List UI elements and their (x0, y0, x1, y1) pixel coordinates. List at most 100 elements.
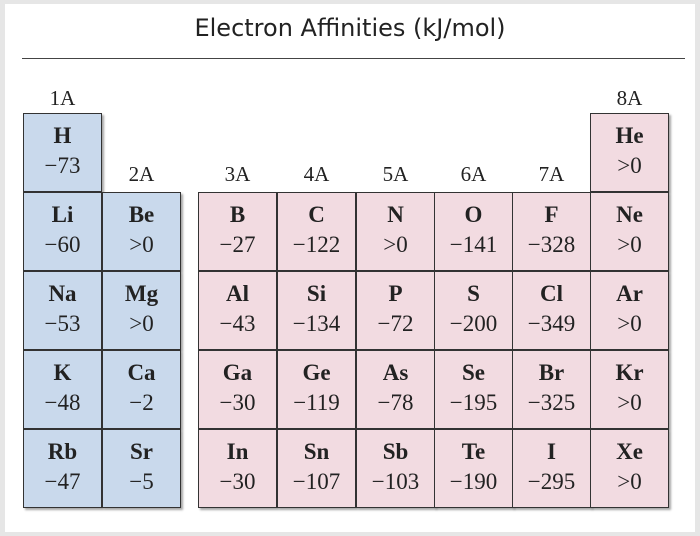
element-symbol: Ar (616, 281, 643, 306)
group-label: 3A (224, 162, 251, 186)
element-symbol: S (467, 281, 480, 306)
element-cell: O −141 (434, 192, 513, 271)
electron-affinity: −349 (527, 311, 576, 336)
element-symbol: O (464, 202, 483, 227)
element-cell: He >0 (590, 113, 669, 192)
element-symbol: Cl (540, 281, 563, 306)
element-cell: N >0 (356, 192, 435, 271)
electron-affinity: >0 (129, 311, 154, 336)
electron-affinity: −119 (293, 390, 340, 415)
electron-affinity: −30 (219, 469, 256, 494)
element-symbol: Kr (615, 360, 644, 385)
element-symbol: C (308, 202, 325, 227)
element-cell: Ge −119 (277, 350, 356, 429)
electron-affinity: −47 (44, 469, 81, 494)
electron-affinity: −134 (292, 311, 341, 336)
element-cell: C −122 (277, 192, 356, 271)
element-cell: Ca −2 (102, 350, 181, 429)
element-symbol: F (544, 202, 559, 227)
electron-affinity: >0 (617, 469, 642, 494)
element-cell: In −30 (198, 429, 277, 508)
element-cell: Al −43 (198, 271, 277, 350)
element-cell: Mg >0 (102, 271, 181, 350)
electron-affinity: −122 (292, 232, 341, 257)
electron-affinity: >0 (383, 232, 408, 257)
element-cell: Te −190 (434, 429, 513, 508)
element-cell: As −78 (356, 350, 435, 429)
element-symbol: Li (51, 202, 74, 227)
element-cell: Be >0 (102, 192, 181, 271)
element-cell: Sb −103 (356, 429, 435, 508)
element-symbol: K (53, 360, 72, 385)
electron-affinity: −72 (377, 311, 414, 336)
element-symbol: He (615, 123, 644, 148)
element-symbol: Ga (222, 360, 253, 385)
element-symbol: Se (462, 360, 485, 385)
element-symbol: Mg (124, 281, 159, 306)
electron-affinity: −78 (377, 390, 414, 415)
element-cell: P −72 (356, 271, 435, 350)
electron-affinity: −195 (449, 390, 498, 415)
electron-affinity: >0 (617, 153, 642, 178)
electron-affinity: −295 (527, 469, 576, 494)
electron-affinity: −325 (527, 390, 576, 415)
element-cell: Ga −30 (198, 350, 277, 429)
title-rule (22, 58, 685, 59)
element-cell: S −200 (434, 271, 513, 350)
electron-affinity: >0 (617, 390, 642, 415)
element-cell: Sr −5 (102, 429, 181, 508)
element-symbol: Rb (47, 439, 78, 464)
electron-affinity: −30 (219, 390, 256, 415)
element-symbol: H (53, 123, 72, 148)
element-symbol: In (226, 439, 249, 464)
element-cell: I −295 (512, 429, 591, 508)
electron-affinity: −53 (44, 311, 81, 336)
element-symbol: I (547, 439, 556, 464)
electron-affinity: −103 (371, 469, 420, 494)
element-cell: Br −325 (512, 350, 591, 429)
element-cell: Rb −47 (23, 429, 102, 508)
element-symbol: Ca (127, 360, 156, 385)
element-symbol: Be (128, 202, 155, 227)
group-label: 4A (303, 162, 330, 186)
element-symbol: As (382, 360, 409, 385)
group-label: 6A (460, 162, 487, 186)
electron-affinity: −73 (44, 153, 81, 178)
element-cell: Si −134 (277, 271, 356, 350)
element-cell: Xe >0 (590, 429, 669, 508)
element-symbol: Xe (616, 439, 643, 464)
element-symbol: Sn (303, 439, 330, 464)
element-cell: Cl −349 (512, 271, 591, 350)
element-symbol: Si (306, 281, 327, 306)
element-cell: Se −195 (434, 350, 513, 429)
element-symbol: N (387, 202, 404, 227)
element-cell: Kr >0 (590, 350, 669, 429)
element-symbol: Te (461, 439, 486, 464)
electron-affinity: −5 (129, 469, 154, 494)
electron-affinity: −43 (219, 311, 256, 336)
electron-affinity: −48 (44, 390, 81, 415)
electron-affinity: −190 (449, 469, 498, 494)
group-label: 7A (538, 162, 565, 186)
element-symbol: Sb (382, 439, 409, 464)
element-cell: Ne >0 (590, 192, 669, 271)
electron-affinity: −60 (44, 232, 81, 257)
electron-affinity: −2 (129, 390, 154, 415)
electron-affinity: −200 (449, 311, 498, 336)
title: Electron Affinities (kJ/mol) (194, 14, 506, 42)
element-cell: B −27 (198, 192, 277, 271)
group-label: 8A (616, 86, 643, 110)
element-symbol: Br (538, 360, 565, 385)
electron-affinity: −27 (219, 232, 256, 257)
group-label: 5A (382, 162, 409, 186)
electron-affinity: −141 (449, 232, 498, 257)
group-label: 2A (128, 162, 155, 186)
element-symbol: P (388, 281, 403, 306)
electron-affinity: >0 (617, 311, 642, 336)
element-symbol: Na (48, 281, 77, 306)
element-symbol: Ne (616, 202, 643, 227)
element-cell: Sn −107 (277, 429, 356, 508)
electron-affinity: −107 (292, 469, 341, 494)
element-cell: Na −53 (23, 271, 102, 350)
